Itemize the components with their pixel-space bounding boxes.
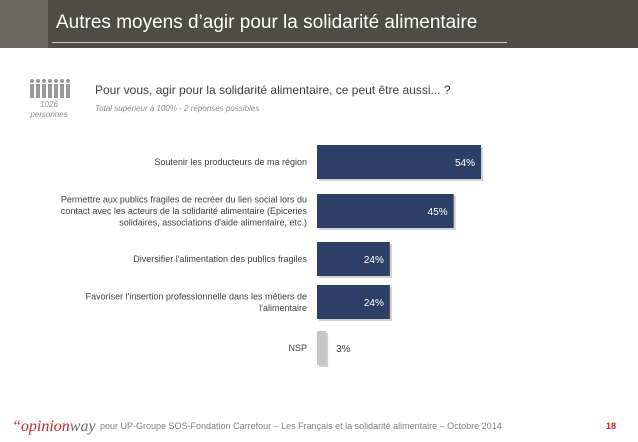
category-label: Soutenir les producteurs de ma région [154, 157, 307, 167]
page-title: Autres moyens d’agir pour la solidarité … [56, 12, 478, 33]
bar [317, 242, 390, 276]
category-label: Diversifier l'alimentation des publics f… [133, 254, 307, 264]
question-note: Total supérieur à 100% - 2 réponses poss… [95, 104, 260, 113]
data-label: 45% [428, 207, 448, 218]
sample-count: 1026 [40, 100, 58, 109]
sample-unit: personnes [30, 110, 68, 119]
category-label: Favoriser l'insertion professionnelle da… [86, 291, 307, 301]
sample-size: 1026 personnes [26, 100, 72, 120]
logo-prefix: “opinion [12, 418, 70, 435]
header-bar: Autres moyens d’agir pour la solidarité … [0, 0, 638, 48]
data-label: 3% [336, 344, 351, 355]
opinionway-logo: “opinionway [12, 418, 96, 436]
category-label: NSP [288, 343, 307, 353]
data-label: 24% [364, 255, 384, 266]
people-icon [30, 79, 70, 98]
category-label: l'alimentaire [259, 303, 307, 313]
category-label: Permettre aux publics fragiles de recrée… [61, 195, 307, 205]
bar [317, 285, 390, 319]
bar [317, 331, 327, 365]
bar [317, 145, 481, 179]
data-label: 54% [455, 158, 475, 169]
footer-text: pour UP-Groupe SOS-Fondation Carrefour –… [100, 421, 502, 431]
bar [317, 194, 454, 228]
question-text: Pour vous, agir pour la solidarité alime… [95, 83, 451, 97]
logo-brand: way [69, 418, 96, 435]
header-underline [52, 42, 507, 43]
header-accent [0, 0, 48, 48]
data-label: 24% [364, 298, 384, 309]
category-label: solidaires, associations d'aide alimenta… [119, 218, 307, 228]
category-label: contact avec les acteurs de la solidarit… [61, 206, 308, 216]
page-number: 18 [606, 421, 617, 431]
